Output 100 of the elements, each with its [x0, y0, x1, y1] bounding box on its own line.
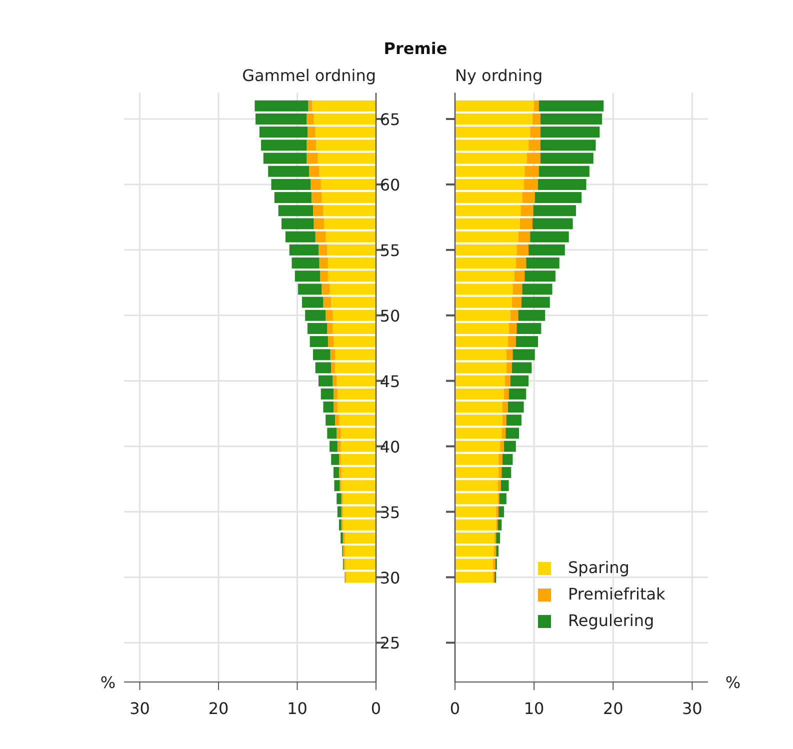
bar [455, 100, 534, 112]
bar [508, 402, 524, 413]
bar [330, 440, 338, 452]
bar [330, 349, 336, 360]
bar [328, 270, 376, 282]
bar [510, 375, 529, 386]
bar [323, 205, 376, 216]
bar [337, 388, 376, 400]
bar [455, 140, 529, 151]
bar [332, 375, 337, 386]
bar [336, 493, 342, 504]
bar [302, 296, 324, 308]
bar [530, 126, 540, 138]
y-tick-label: 50 [380, 306, 400, 326]
bar [316, 140, 376, 151]
y-tick-label: 55 [380, 240, 400, 260]
bar [298, 284, 322, 295]
bar [320, 270, 328, 282]
bar [532, 218, 573, 230]
bar [499, 493, 506, 504]
bar [512, 296, 522, 308]
bar [455, 126, 530, 138]
bar [332, 310, 376, 321]
bar [455, 558, 493, 570]
bar [455, 178, 524, 190]
bar [512, 362, 532, 374]
chart-subtitle: Ny ordning [455, 66, 543, 85]
bar [342, 506, 376, 518]
bar [345, 558, 376, 570]
y-tick-label: 60 [380, 175, 400, 194]
bar [268, 166, 310, 177]
bar [534, 192, 582, 204]
bar [538, 100, 604, 112]
bar [455, 166, 525, 177]
y-tick-label: 25 [380, 634, 400, 653]
bar [502, 454, 513, 465]
bar [335, 349, 376, 360]
bar [337, 402, 376, 413]
text: Premie [384, 39, 448, 58]
bar [313, 205, 324, 216]
x-tick-label: 0 [450, 699, 460, 718]
bar [540, 126, 600, 138]
bar [455, 467, 498, 478]
x-axis-title: % [725, 673, 741, 692]
bar [289, 244, 319, 256]
bar [331, 454, 339, 465]
x-tick-label: 0 [370, 699, 382, 718]
bar [455, 546, 494, 557]
bar [522, 284, 552, 295]
bar [307, 322, 328, 334]
bar [318, 244, 328, 256]
bar [320, 178, 376, 190]
bar [506, 362, 512, 374]
bar [502, 402, 508, 413]
y-tick-label: 65 [380, 110, 400, 129]
bar [533, 205, 576, 216]
bar [346, 572, 376, 583]
bar [520, 205, 534, 216]
x-tick-label: 10 [524, 699, 544, 718]
bar [326, 310, 333, 321]
legend-label: Premiefritak [568, 584, 666, 604]
bar [455, 231, 518, 242]
bar [327, 322, 333, 334]
bar [502, 414, 506, 426]
bar [305, 310, 326, 321]
bar [524, 178, 538, 190]
bar [333, 336, 376, 348]
bar [508, 388, 526, 400]
bar [282, 218, 314, 230]
bar [518, 231, 530, 242]
bar [315, 126, 376, 138]
bar [323, 402, 334, 413]
bar [504, 440, 516, 452]
bar [530, 231, 569, 242]
bar [306, 140, 316, 151]
bar [532, 113, 540, 124]
bar [538, 166, 590, 177]
bar [326, 231, 376, 242]
bar [455, 113, 532, 124]
bar [455, 388, 504, 400]
legend-label: Regulering [568, 611, 654, 630]
bar [455, 192, 522, 204]
bar [516, 336, 538, 348]
bar [514, 270, 525, 282]
bar [278, 205, 313, 216]
bar [328, 258, 376, 269]
bar [455, 402, 502, 413]
bar [455, 152, 527, 164]
bar [455, 362, 506, 374]
bar [455, 519, 496, 530]
bar [500, 480, 509, 492]
bar [324, 218, 376, 230]
bar [455, 218, 520, 230]
bar [320, 388, 334, 400]
bar [500, 440, 504, 452]
bar [498, 506, 504, 518]
bar [516, 322, 542, 334]
bar [285, 231, 316, 242]
legend-label: Sparing [568, 558, 630, 577]
bar [524, 270, 556, 282]
